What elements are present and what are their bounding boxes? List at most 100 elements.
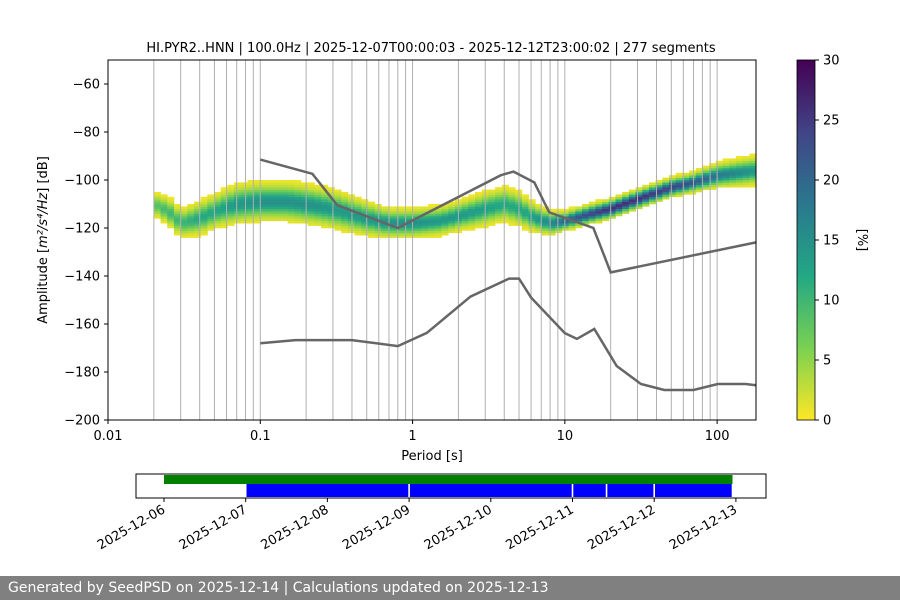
heatmap-cell	[307, 216, 315, 219]
heatmap-cell	[468, 216, 476, 219]
heatmap-cell	[655, 189, 663, 193]
heatmap-cell	[501, 189, 509, 193]
heatmap-cell	[274, 206, 282, 210]
heatmap-cell	[695, 184, 703, 188]
heatmap-cell	[247, 199, 255, 202]
heatmap-cell	[722, 177, 730, 181]
heatmap-cell	[555, 218, 563, 222]
heatmap-cell	[555, 216, 563, 219]
heatmap-cell	[495, 211, 503, 214]
heatmap-cell	[167, 206, 175, 210]
heatmap-cell	[434, 232, 442, 236]
heatmap-cell	[495, 189, 503, 193]
heatmap-cell	[749, 180, 757, 183]
heatmap-cell	[735, 165, 744, 169]
heatmap-cell	[495, 201, 503, 205]
heatmap-cell	[528, 208, 536, 212]
heatmap-cell	[628, 189, 636, 193]
heatmap-cell	[461, 201, 469, 205]
heatmap-cell	[160, 204, 168, 207]
heatmap-cell	[735, 168, 744, 171]
heatmap-cell	[448, 225, 456, 229]
heatmap-cell	[314, 184, 322, 188]
heatmap-cell	[722, 175, 730, 178]
heatmap-cell	[468, 225, 476, 229]
heatmap-cell	[709, 165, 717, 169]
heatmap-cell	[247, 201, 255, 205]
heatmap-cell	[662, 184, 670, 188]
heatmap-cell	[414, 220, 422, 224]
heatmap-cell	[642, 194, 650, 198]
heatmap-cell	[648, 184, 657, 188]
heatmap-cell	[602, 206, 610, 210]
heatmap-cell	[722, 172, 730, 176]
heatmap-cell	[702, 184, 710, 188]
psd-segment-bar	[573, 484, 606, 497]
heatmap-cell	[642, 189, 650, 193]
heatmap-cell	[207, 199, 215, 202]
heatmap-cell	[709, 170, 717, 174]
heatmap-cell	[307, 213, 315, 217]
heatmap-cell	[535, 204, 543, 207]
heatmap-cell	[307, 182, 315, 186]
heatmap-cell	[207, 213, 215, 217]
heatmap-cell	[254, 196, 262, 200]
heatmap-cell	[307, 196, 315, 200]
heatmap-cell	[153, 196, 161, 200]
heatmap-cell	[267, 194, 275, 198]
heatmap-cell	[575, 206, 583, 210]
heatmap-cell	[448, 230, 456, 234]
heatmap-cell	[220, 204, 228, 207]
heatmap-cell	[388, 220, 396, 224]
heatmap-cell	[555, 225, 563, 229]
heatmap-cell	[160, 199, 168, 202]
heatmap-cell	[555, 228, 563, 231]
heatmap-cell	[561, 211, 570, 214]
heatmap-cell	[347, 230, 355, 234]
heatmap-cell	[200, 201, 208, 205]
heatmap-cell	[207, 194, 215, 198]
heatmap-cell	[508, 211, 516, 214]
heatmap-cell	[381, 225, 389, 229]
heatmap-cell	[327, 220, 335, 224]
heatmap-cell	[341, 216, 349, 219]
heatmap-cell	[662, 187, 670, 190]
heatmap-cell	[207, 218, 215, 222]
heatmap-cell	[474, 211, 483, 214]
heatmap-cell	[575, 208, 583, 212]
heatmap-cell	[167, 204, 175, 207]
heatmap-cell	[709, 172, 717, 176]
heatmap-cell	[187, 220, 195, 224]
heatmap-cell	[722, 158, 730, 162]
heatmap-cell	[709, 168, 717, 171]
heatmap-cell	[441, 223, 449, 226]
heatmap-cell	[421, 223, 429, 226]
heatmap-cell	[715, 163, 723, 166]
heatmap-cell	[334, 199, 342, 202]
heatmap-cell	[428, 204, 436, 207]
heatmap-cell	[434, 228, 442, 231]
heatmap-cell	[294, 206, 302, 210]
heatmap-cell	[695, 170, 703, 174]
heatmap-cell	[193, 235, 202, 238]
heatmap-cell	[742, 180, 750, 183]
heatmap-cell	[655, 194, 663, 198]
heatmap-cell	[374, 225, 382, 229]
heatmap-cell	[274, 208, 282, 212]
heatmap-cell	[568, 211, 576, 214]
heatmap-cell	[735, 156, 744, 159]
heatmap-cell	[234, 204, 242, 207]
heatmap-cell	[468, 218, 476, 222]
heatmap-cell	[334, 211, 342, 214]
heatmap-cell	[441, 218, 449, 222]
heatmap-cell	[240, 192, 248, 195]
heatmap-cell	[214, 196, 222, 200]
heatmap-cell	[227, 192, 235, 195]
heatmap-cell	[234, 206, 242, 210]
heatmap-cell	[474, 204, 483, 207]
heatmap-cell	[193, 201, 202, 205]
heatmap-cell	[474, 192, 483, 195]
heatmap-cell	[260, 206, 268, 210]
heatmap-cell	[367, 206, 376, 210]
heatmap-cell	[321, 223, 329, 226]
